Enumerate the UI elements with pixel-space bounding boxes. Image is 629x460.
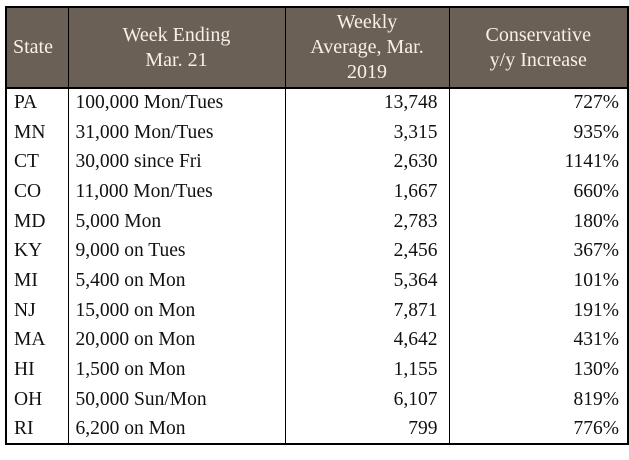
weekly-average-cell: 1,155 (284, 355, 449, 385)
table-row: MI 5,400 on Mon 5,364 101% (6, 266, 628, 296)
weekly-average-cell: 3,315 (284, 117, 449, 148)
week-ending-cell: 11,000 Mon/Tues (67, 177, 285, 207)
table-row: KY 9,000 on Tues 2,456 367% (6, 236, 628, 267)
week-ending-cell: 6,200 on Mon (67, 414, 285, 445)
weekly-average-cell: 7,871 (284, 295, 449, 326)
claims-table: State Week Ending Mar. 21 Weekly Average… (5, 6, 629, 446)
week-ending-cell: 100,000 Mon/Tues (67, 88, 285, 118)
week-ending-cell: 50,000 Sun/Mon (67, 384, 285, 415)
yoy-increase-cell: 367% (448, 236, 628, 267)
table-row: NJ 15,000 on Mon 7,871 191% (6, 295, 628, 326)
header-line: Average, Mar. (310, 36, 424, 58)
table-row: RI 6,200 on Mon 799 776% (6, 414, 628, 445)
week-ending-cell: 5,400 on Mon (67, 266, 285, 296)
table-row: PA 100,000 Mon/Tues 13,748 727% (6, 88, 628, 118)
table-header: State Week Ending Mar. 21 Weekly Average… (6, 7, 628, 89)
state-cell: MD (14, 210, 46, 232)
header-line: State (13, 36, 53, 58)
state-cell: NJ (14, 299, 36, 321)
state-cell: MI (14, 269, 38, 291)
claims-table-container: State Week Ending Mar. 21 Weekly Average… (5, 6, 629, 446)
header-line: Conservative (485, 23, 592, 46)
yoy-increase-cell: 191% (448, 295, 628, 326)
state-cell: OH (14, 388, 43, 410)
state-cell: KY (14, 240, 43, 262)
state-cell: CO (14, 180, 42, 202)
week-ending-cell: 15,000 on Mon (67, 295, 285, 326)
yoy-increase-cell: 130% (448, 355, 628, 385)
column-header-state: State (6, 7, 68, 89)
table-row: MN 31,000 Mon/Tues 3,315 935% (6, 117, 628, 148)
yoy-increase-cell: 1141% (448, 147, 628, 178)
weekly-average-cell: 13,748 (284, 88, 449, 118)
yoy-increase-cell: 935% (448, 117, 628, 148)
week-ending-cell: 30,000 since Fri (67, 147, 285, 178)
state-cell: PA (14, 92, 38, 114)
table-row: CT 30,000 since Fri 2,630 1141% (6, 147, 628, 178)
table-row: MA 20,000 on Mon 4,642 431% (6, 325, 628, 356)
weekly-average-cell: 5,364 (284, 266, 449, 296)
state-cell: HI (14, 359, 35, 381)
header-row: State Week Ending Mar. 21 Weekly Average… (6, 7, 628, 89)
table-row: MD 5,000 Mon 2,783 180% (6, 206, 628, 237)
header-line: Weekly (336, 11, 398, 33)
header-line: y/y Increase (489, 48, 587, 71)
yoy-increase-cell: 101% (448, 266, 628, 296)
state-cell: MN (14, 121, 46, 143)
yoy-increase-cell: 776% (448, 414, 628, 445)
header-line: Mar. 21 (145, 48, 208, 71)
week-ending-cell: 1,500 on Mon (67, 355, 285, 385)
week-ending-cell: 9,000 on Tues (67, 236, 285, 267)
weekly-average-cell: 6,107 (284, 384, 449, 415)
yoy-increase-cell: 727% (448, 88, 628, 118)
header-line: 2019 (347, 61, 387, 83)
weekly-average-cell: 799 (284, 414, 449, 445)
week-ending-cell: 20,000 on Mon (67, 325, 285, 356)
weekly-average-cell: 2,456 (284, 236, 449, 267)
column-header-week-ending: Week Ending Mar. 21 (67, 7, 285, 89)
weekly-average-cell: 4,642 (284, 325, 449, 356)
state-cell: RI (14, 417, 34, 439)
column-header-yoy-increase: Conservative y/y Increase (448, 7, 628, 89)
week-ending-cell: 31,000 Mon/Tues (67, 117, 285, 148)
yoy-increase-cell: 180% (448, 206, 628, 237)
state-cell: MA (14, 329, 46, 351)
yoy-increase-cell: 660% (448, 177, 628, 207)
yoy-increase-cell: 819% (448, 384, 628, 415)
week-ending-cell: 5,000 Mon (67, 206, 285, 237)
table-row: OH 50,000 Sun/Mon 6,107 819% (6, 384, 628, 415)
table-row: CO 11,000 Mon/Tues 1,667 660% (6, 177, 628, 207)
yoy-increase-cell: 431% (448, 325, 628, 356)
header-line: Week Ending (122, 23, 231, 46)
table-body: PA 100,000 Mon/Tues 13,748 727% MN 31,000 Mon… (6, 88, 628, 445)
column-header-weekly-average: Weekly Average, Mar. 2019 (284, 7, 449, 89)
weekly-average-cell: 2,630 (284, 147, 449, 178)
weekly-average-cell: 2,783 (284, 206, 449, 237)
weekly-average-cell: 1,667 (284, 177, 449, 207)
table-row: HI 1,500 on Mon 1,155 130% (6, 355, 628, 385)
state-cell: CT (14, 151, 39, 173)
